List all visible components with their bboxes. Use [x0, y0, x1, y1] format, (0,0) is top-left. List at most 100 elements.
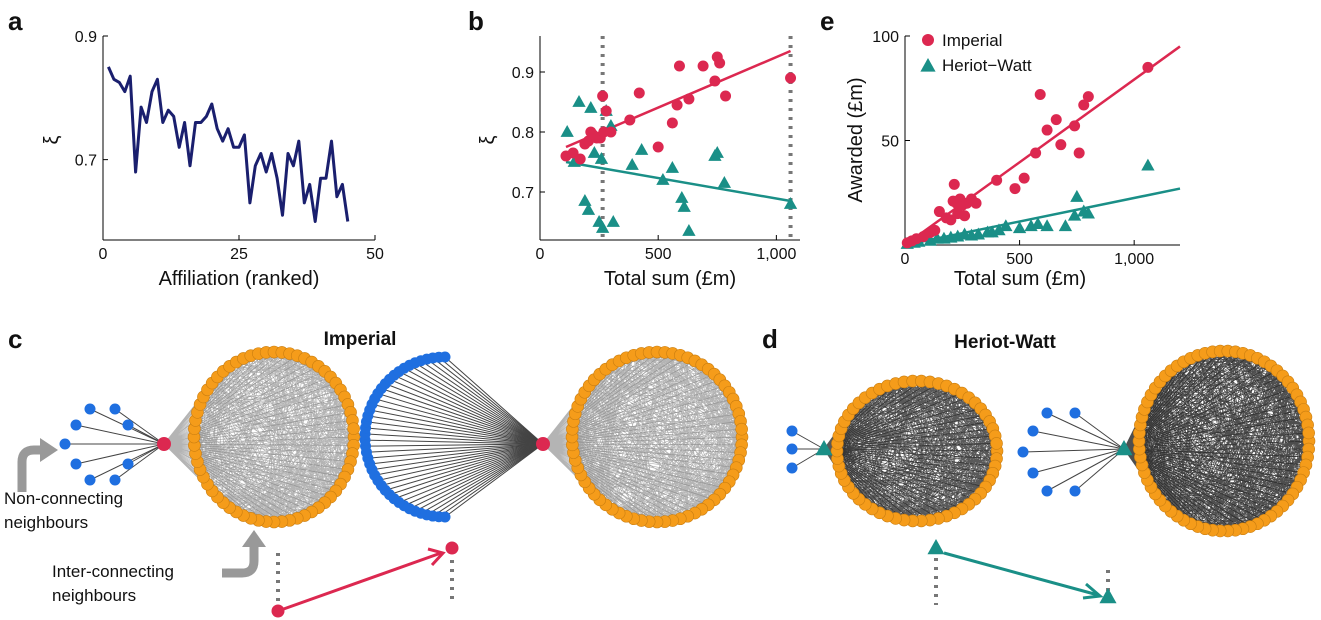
chart-b-point-imperial	[652, 141, 664, 153]
non-connecting-link	[1046, 412, 1125, 450]
non-connecting-link	[377, 443, 544, 481]
chart-e-point-heriot-watt	[1081, 206, 1095, 219]
non-connecting-link	[389, 378, 544, 445]
non-connecting-neighbour-node	[84, 403, 96, 415]
chart-e-point-imperial	[991, 174, 1003, 186]
chart-e-point-heriot-watt	[1031, 217, 1045, 229]
imperial-left-cluster	[163, 345, 361, 529]
non-connecting-link	[414, 443, 544, 512]
chart-b-point-heriot-watt	[584, 101, 598, 113]
chart-b-point-heriot-watt	[595, 221, 610, 233]
chart-b-point-heriot-watt	[634, 143, 649, 155]
non-connecting-link	[438, 443, 544, 518]
non-connecting-link	[393, 443, 544, 500]
chart-a-series-line	[107, 66, 350, 223]
chart-b-y-tick-label: 0.9	[512, 65, 534, 82]
heriot-watt-right-cluster	[1123, 344, 1316, 538]
non-connecting-link	[1074, 412, 1125, 450]
panel-label-c: c	[8, 324, 22, 354]
non-connecting-neighbour-node	[109, 403, 121, 415]
non-connecting-link	[366, 421, 544, 445]
chart-b-x-tick-label: 500	[645, 246, 672, 263]
inter-connecting-neighbour-node	[990, 437, 1003, 450]
panel-label-a: a	[8, 6, 23, 36]
chart-e-point-imperial	[929, 224, 941, 236]
chart-e-y-tick-label: 100	[872, 29, 899, 46]
non-connecting-neighbour-node	[122, 458, 134, 470]
non-connecting-link	[420, 443, 544, 514]
chart-e-point-imperial	[1069, 120, 1081, 132]
chart-e-point-imperial	[1050, 114, 1062, 126]
chart-e-x-tick-label: 500	[1006, 251, 1033, 268]
chart-e-fit-imperial	[904, 45, 1181, 247]
non-connecting-link	[1032, 430, 1125, 450]
chart-e-point-heriot-watt	[992, 223, 1006, 236]
non-connecting-link	[398, 443, 544, 503]
chart-b-x-tick-label: 0	[536, 246, 545, 263]
inter-connecting-neighbour-node	[347, 422, 360, 435]
chart-b-point-heriot-watt	[625, 158, 639, 170]
chart-b-point-heriot-watt	[594, 152, 609, 164]
chart-e-point-heriot-watt	[1141, 158, 1155, 171]
non-connecting-neighbour-node	[1027, 425, 1039, 437]
chart-e-point-imperial	[1078, 99, 1090, 111]
non-connecting-link	[75, 443, 165, 465]
non-connecting-link	[403, 367, 544, 445]
imperial-comparison-arrow	[277, 551, 442, 613]
chart-b-point-imperial	[633, 87, 645, 99]
chart-b-point-imperial	[666, 117, 678, 129]
chart-e-point-imperial	[959, 210, 971, 222]
non-connecting-link	[365, 427, 544, 445]
heriot-watt-right-fan	[1017, 407, 1125, 497]
network-title-imperial: Imperial	[324, 329, 397, 350]
chart-a-y-tick-label: 0.9	[75, 29, 97, 46]
chart-e-point-imperial	[1142, 61, 1154, 73]
non-connecting-link	[365, 433, 544, 445]
chart-b-point-heriot-watt	[675, 191, 689, 203]
label-non-connecting-line2: neighbours	[4, 513, 88, 532]
chart-b-y-tick-label: 0.7	[512, 185, 534, 202]
label-inter-connecting-line1: Inter-connecting	[52, 562, 174, 581]
non-connecting-link	[444, 443, 544, 518]
heriot-watt-comparison-start-node	[927, 539, 945, 555]
chart-e-point-imperial	[970, 197, 982, 209]
non-connecting-link	[1032, 448, 1125, 474]
chart-b-point-imperial	[673, 60, 685, 72]
chart-e-x-tick-label: 1,000	[1114, 251, 1154, 268]
chart-b-point-heriot-watt	[581, 203, 596, 215]
non-connecting-neighbour-node	[59, 438, 71, 450]
chart-e-point-heriot-watt	[1067, 208, 1082, 221]
non-connecting-neighbour-node	[786, 462, 798, 474]
non-connecting-neighbour-node	[122, 419, 134, 431]
non-connecting-link	[1022, 448, 1125, 453]
inter-connecting-neighbour-node	[735, 422, 748, 436]
chart-e-point-heriot-watt	[1012, 221, 1027, 234]
imperial-comparison-end-node	[445, 541, 459, 555]
heriot-watt-hub-node	[1115, 440, 1133, 456]
chart-b-point-imperial	[697, 60, 709, 72]
non-connecting-link	[389, 443, 544, 496]
chart-e-x-tick-label: 0	[901, 251, 910, 268]
network-title-heriot-watt: Heriot-Watt	[954, 332, 1056, 353]
chart-e-point-heriot-watt	[999, 219, 1013, 232]
chart-b-point-heriot-watt	[783, 197, 798, 209]
chart-e-point-imperial	[1009, 183, 1021, 195]
chart-b-point-heriot-watt	[656, 173, 670, 185]
chart-a-x-tick-label: 0	[99, 246, 108, 263]
chart-b-point-heriot-watt	[567, 155, 581, 167]
chart-e-point-imperial	[1082, 91, 1094, 103]
chart-e-legend-label-imperial: Imperial	[942, 31, 1002, 50]
heriot-watt-left-cluster	[823, 374, 1004, 528]
non-connecting-link	[409, 443, 544, 510]
label-inter-connecting: Inter-connecting neighbours	[52, 562, 179, 605]
chart-b-point-imperial	[671, 99, 683, 111]
chart-a-x-tick-label: 50	[366, 246, 384, 263]
non-connecting-link	[367, 415, 544, 445]
chart-b-fit-heriot-watt	[565, 160, 791, 203]
non-connecting-link	[385, 383, 544, 445]
non-connecting-link	[791, 430, 825, 450]
non-connecting-link	[1074, 448, 1125, 492]
non-connecting-link	[438, 356, 544, 445]
non-connecting-neighbour-node	[439, 351, 451, 363]
chart-e-point-imperial	[1018, 172, 1030, 184]
